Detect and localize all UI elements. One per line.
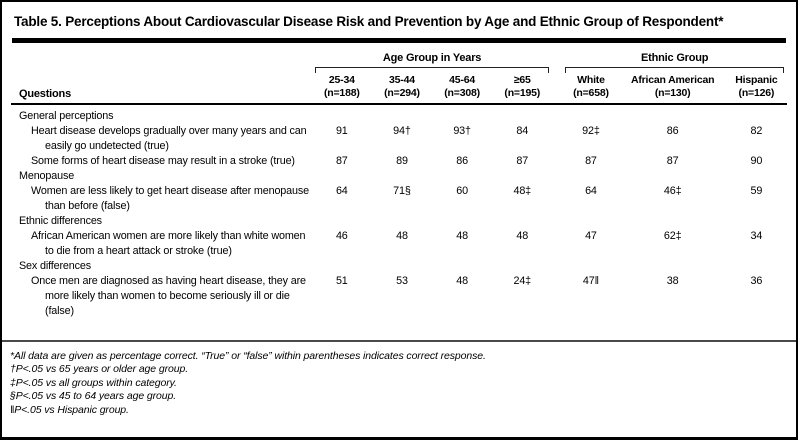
footnote-parallel: ‖P<.05 vs Hispanic group.	[10, 403, 129, 416]
table-row: Some forms of heart disease may result i…	[11, 154, 787, 169]
spacer-cell	[552, 52, 562, 67]
value-cell: 87	[335, 155, 348, 167]
bracket-row	[11, 67, 787, 74]
value-cell: 48	[516, 230, 529, 242]
value-cell: 47‖	[582, 275, 599, 287]
value-cell: 82	[750, 125, 763, 137]
value-cell: 90	[750, 155, 763, 167]
column-header: 25-34 (n=188)	[311, 74, 372, 105]
footnote-section: §P<.05 vs 45 to 64 years age group.	[10, 390, 177, 403]
column-header-row: Questions 25-34 (n=188) 35-44 (n=294) 45…	[11, 74, 787, 105]
footnote-asterisk: *All data are given as percentage correc…	[10, 350, 486, 362]
title-rule	[12, 38, 786, 43]
ethnic-group-bracket	[565, 67, 784, 73]
category-label: Menopause	[19, 170, 75, 182]
value-cell: 64	[335, 185, 348, 197]
table-row: Heart disease develops gradually over ma…	[11, 124, 787, 154]
value-cell: 60	[456, 185, 468, 197]
table-bottom-rule	[2, 340, 796, 342]
value-cell: 93†	[453, 125, 471, 137]
category-row: Menopause	[11, 169, 787, 184]
category-label: Ethnic differences	[19, 215, 102, 227]
value-cell: 84	[516, 125, 529, 137]
value-cell: 38	[666, 275, 679, 287]
value-cell: 59	[750, 185, 763, 197]
spacer-cell	[552, 154, 562, 169]
value-cell: 86	[666, 125, 679, 137]
value-cell: 34	[750, 230, 763, 242]
spacer-cell	[552, 74, 563, 105]
footnote-dagger: †P<.05 vs 65 years or older age group.	[10, 363, 189, 376]
value-cell: 51	[335, 275, 348, 287]
value-cell: 87	[516, 155, 529, 167]
category-row: Ethnic differences	[11, 214, 787, 229]
value-cell: 87	[666, 155, 679, 167]
question-text: Heart disease develops gradually over ma…	[31, 125, 307, 152]
value-cell: 86	[456, 155, 468, 167]
category-label: General perceptions	[19, 110, 114, 122]
category-label: Sex differences	[19, 260, 91, 272]
column-header: White (n=658)	[562, 74, 620, 105]
question-text: African American women are more likely t…	[31, 230, 306, 257]
value-cell: 24‡	[513, 275, 532, 287]
question-text: Some forms of heart disease may result i…	[31, 155, 295, 167]
value-cell: 64	[585, 185, 597, 197]
value-cell: 87	[585, 155, 597, 167]
spacer-cell	[552, 274, 562, 319]
value-cell: 48	[396, 230, 408, 242]
footnote-double-dagger: ‡P<.05 vs all groups within category.	[10, 376, 177, 389]
spacer-cell	[552, 124, 562, 154]
value-cell: 46	[335, 230, 348, 242]
value-cell: 48	[456, 230, 468, 242]
category-row: Sex differences	[11, 259, 787, 274]
value-cell: 53	[396, 275, 408, 287]
footnotes: *All data are given as percentage correc…	[2, 342, 796, 417]
column-header: Hispanic (n=126)	[725, 74, 787, 105]
table-row: Women are less likely to get heart disea…	[11, 184, 787, 214]
value-cell: 47	[585, 230, 597, 242]
ethnic-group-header: Ethnic Group	[641, 52, 709, 64]
category-row: General perceptions	[11, 104, 787, 124]
value-cell: 71§	[393, 185, 411, 197]
column-header: ≥65 (n=195)	[492, 74, 553, 105]
questions-column-header: Questions	[11, 74, 312, 105]
question-text: Women are less likely to get heart disea…	[31, 185, 309, 212]
value-cell: 46‡	[663, 185, 682, 197]
value-cell: 94†	[393, 125, 411, 137]
age-group-bracket	[314, 67, 550, 73]
spacer-cell	[11, 67, 312, 74]
column-header: African American (n=130)	[619, 74, 726, 105]
column-header: 35-44 (n=294)	[371, 74, 433, 105]
column-header: 45-64 (n=308)	[432, 74, 493, 105]
value-cell: 48‡	[513, 185, 532, 197]
value-cell: 89	[396, 155, 408, 167]
value-cell: 62‡	[663, 230, 682, 242]
age-group-header: Age Group in Years	[382, 52, 482, 64]
value-cell: 36	[750, 275, 763, 287]
table-row: African American women are more likely t…	[11, 229, 787, 259]
data-table: Age Group in Years Ethnic Group Question…	[11, 52, 787, 319]
spacer-cell	[11, 52, 312, 67]
spacer-cell	[552, 229, 562, 259]
spacer-cell	[552, 67, 562, 74]
question-text: Once men are diagnosed as having heart d…	[31, 275, 306, 317]
group-header-row: Age Group in Years Ethnic Group	[11, 52, 787, 67]
value-cell: 48	[456, 275, 468, 287]
table-row: Once men are diagnosed as having heart d…	[11, 274, 787, 319]
value-cell: 92‡	[582, 125, 600, 137]
spacer-cell	[552, 184, 562, 214]
value-cell: 91	[335, 125, 348, 137]
table-title: Table 5. Perceptions About Cardiovascula…	[14, 14, 724, 29]
